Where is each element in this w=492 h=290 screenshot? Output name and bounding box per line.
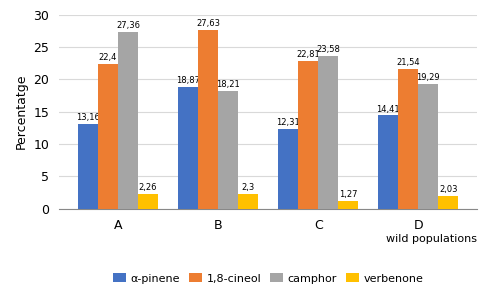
Text: 23,58: 23,58 xyxy=(316,45,340,54)
Bar xyxy=(138,194,158,209)
Text: 14,41: 14,41 xyxy=(376,104,400,113)
Bar xyxy=(78,124,98,209)
Bar xyxy=(278,129,298,209)
Bar xyxy=(198,30,218,209)
Text: 22,4: 22,4 xyxy=(99,53,117,62)
Bar xyxy=(118,32,138,209)
Bar xyxy=(298,61,318,209)
Bar xyxy=(178,87,198,209)
Text: 13,16: 13,16 xyxy=(76,113,100,122)
Bar xyxy=(338,201,358,209)
Legend: α-pinene, 1,8-cineol, camphor, verbenone: α-pinene, 1,8-cineol, camphor, verbenone xyxy=(108,269,428,288)
Text: 2,26: 2,26 xyxy=(139,183,157,192)
Bar xyxy=(398,69,418,209)
Bar xyxy=(438,196,458,209)
Text: 27,36: 27,36 xyxy=(116,21,140,30)
Bar xyxy=(98,64,118,209)
Text: 27,63: 27,63 xyxy=(196,19,220,28)
X-axis label: wild populations: wild populations xyxy=(386,234,477,244)
Text: 21,54: 21,54 xyxy=(397,58,420,67)
Text: 19,29: 19,29 xyxy=(416,73,440,82)
Text: 2,3: 2,3 xyxy=(242,183,255,192)
Bar xyxy=(378,115,398,209)
Text: 18,87: 18,87 xyxy=(176,76,200,85)
Bar xyxy=(218,91,238,209)
Bar xyxy=(238,194,258,209)
Text: 18,21: 18,21 xyxy=(216,80,240,89)
Text: 1,27: 1,27 xyxy=(339,190,357,199)
Y-axis label: Percentatge: Percentatge xyxy=(15,74,28,149)
Text: 2,03: 2,03 xyxy=(439,185,458,194)
Text: 22,81: 22,81 xyxy=(296,50,320,59)
Text: 12,31: 12,31 xyxy=(277,118,300,127)
Bar xyxy=(418,84,438,209)
Bar xyxy=(318,56,338,209)
